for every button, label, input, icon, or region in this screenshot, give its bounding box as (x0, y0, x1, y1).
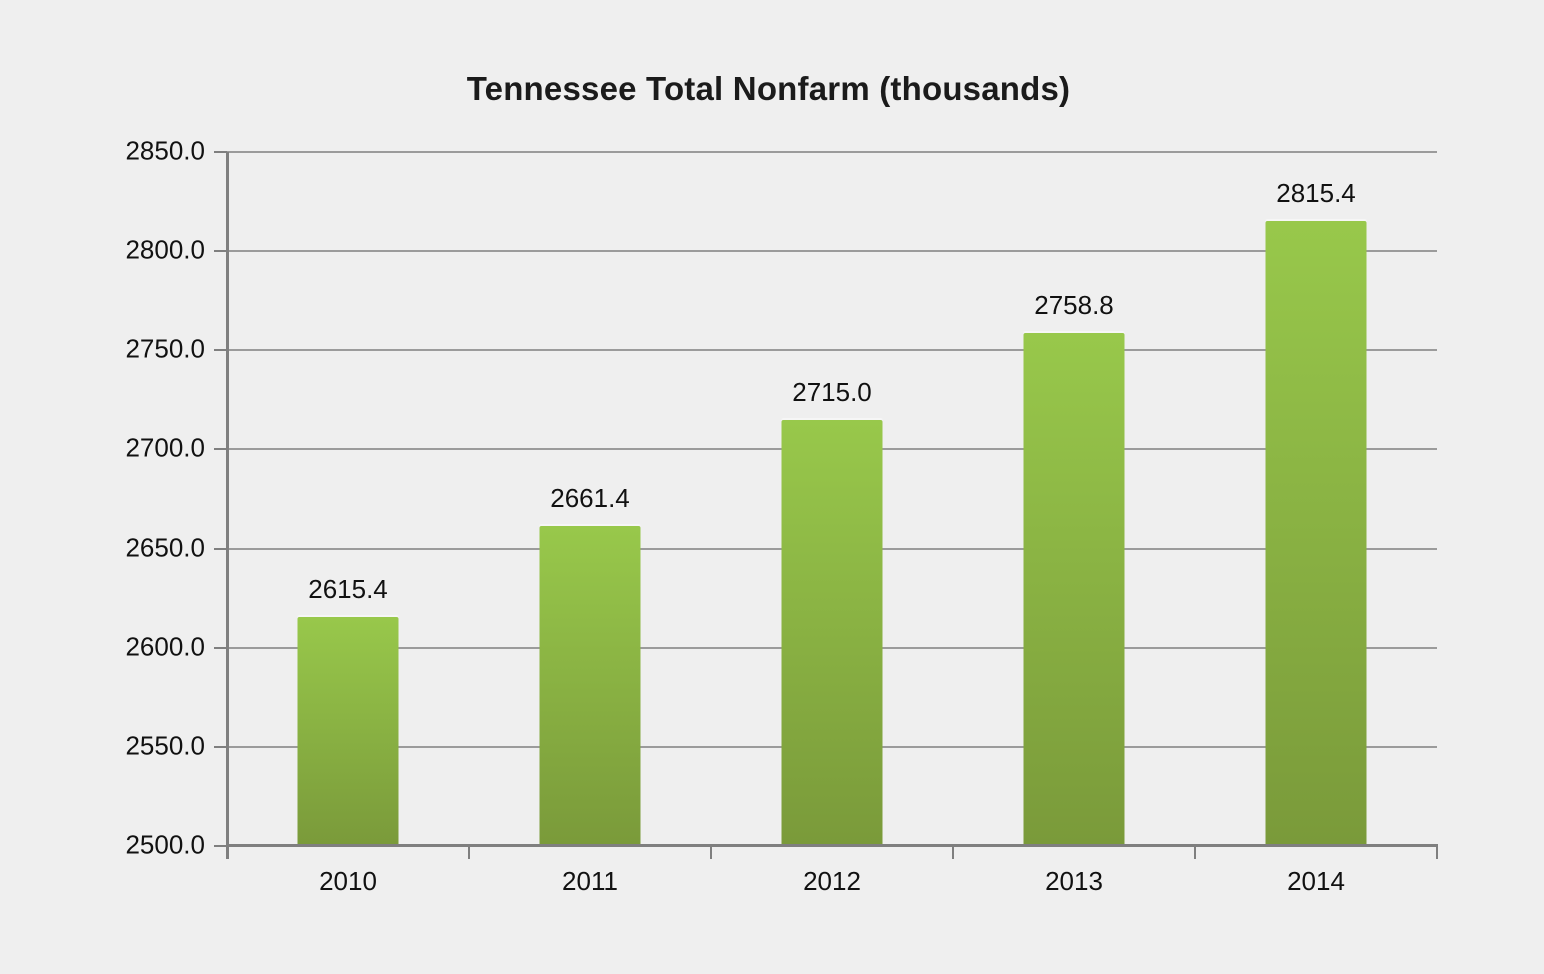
y-axis-tick-label: 2500.0 (125, 829, 205, 860)
y-tick-mark (214, 547, 227, 550)
chart-title: Tennessee Total Nonfarm (thousands) (466, 70, 1071, 107)
y-tick-mark (214, 349, 227, 352)
x-axis-category-label: 2011 (562, 866, 618, 896)
x-axis-category-label: 2010 (319, 866, 377, 896)
x-axis-category-label: 2014 (1287, 866, 1345, 896)
bar-2011 (539, 525, 641, 846)
y-tick-mark (214, 151, 227, 153)
y-axis-tick-label: 2600.0 (125, 630, 205, 661)
y-axis-tick-label: 2850.0 (125, 135, 205, 166)
y-tick-mark (214, 745, 227, 748)
y-tick-mark (214, 448, 227, 451)
gridline (227, 349, 1437, 352)
x-axis-category-label: 2013 (1045, 866, 1103, 896)
bar-value-label: 2815.4 (1276, 177, 1356, 208)
y-tick-mark (214, 646, 227, 649)
y-tick-mark (214, 845, 227, 847)
bar-2013 (1023, 332, 1125, 846)
y-axis-tick-label: 2550.0 (125, 730, 205, 761)
gridline (227, 250, 1437, 253)
gridline (227, 151, 1437, 153)
y-axis-tick-label: 2750.0 (125, 333, 205, 364)
y-axis-tick-label: 2800.0 (125, 234, 205, 265)
y-axis-tick-label: 2700.0 (125, 432, 205, 463)
bar-value-label: 2758.8 (1034, 289, 1114, 320)
bar-2014 (1265, 220, 1367, 846)
y-tick-mark (214, 250, 227, 253)
plot-area: 2850.0 2800.0 2750.0 2700.0 2650.0 2600.0 2550… (125, 135, 1438, 896)
x-axis-category-label: 2012 (803, 866, 861, 896)
bar-2010 (297, 617, 399, 846)
x-tick-mark (1436, 846, 1438, 859)
x-tick-mark (952, 846, 954, 859)
x-axis-line (226, 844, 1438, 847)
bar-value-label: 2615.4 (308, 574, 388, 605)
x-tick-mark (468, 846, 470, 859)
x-tick-mark (710, 846, 712, 859)
bar-value-label: 2661.4 (550, 482, 630, 513)
x-tick-mark (1194, 846, 1196, 859)
x-tick-mark (226, 846, 228, 859)
y-axis-line (226, 152, 229, 859)
y-axis-tick-label: 2650.0 (125, 531, 205, 562)
bar-2012 (781, 419, 883, 846)
bar-value-label: 2715.0 (792, 376, 872, 407)
